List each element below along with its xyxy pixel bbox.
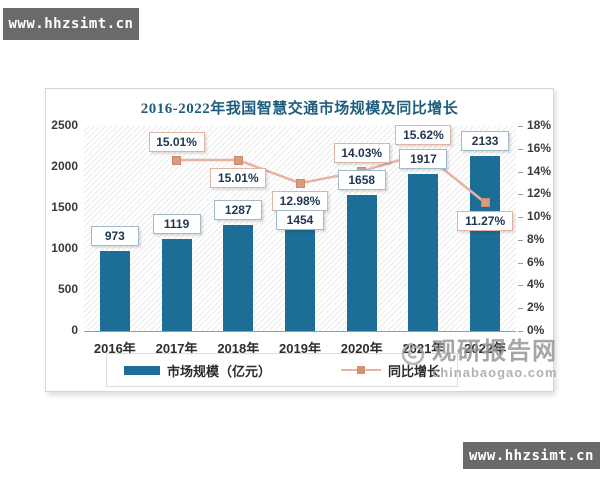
watermark-top-left-text: www.hhzsimt.cn bbox=[8, 16, 134, 32]
right-axis-tickmark-14 bbox=[518, 171, 523, 173]
bar-2016年 bbox=[99, 251, 130, 331]
bar-2022年 bbox=[470, 156, 501, 331]
right-axis-tick-14: 14% bbox=[527, 163, 552, 178]
left-axis-tick-1000: 1000 bbox=[51, 241, 78, 255]
plot-area: 15.01% 15.01% 12.98% 14.03% 15.62% 11.27% 973 1… bbox=[84, 125, 516, 332]
legend-item-growth: 同比增长 bbox=[341, 361, 440, 380]
right-axis-tick-16: 16% bbox=[527, 140, 552, 155]
right-axis-tick-6: 6% bbox=[527, 254, 545, 269]
growth-marker-2018年 bbox=[233, 155, 243, 165]
bar-2018年 bbox=[223, 225, 254, 331]
growth-marker-2022年 bbox=[480, 198, 490, 208]
line-series-swatch-icon bbox=[341, 365, 381, 375]
chart-title: 2016-2022年我国智慧交通市场规模及同比增长 bbox=[140, 101, 459, 117]
bar-value-label-2018年: 1287 bbox=[214, 200, 263, 221]
legend-label-growth: 同比增长 bbox=[388, 363, 441, 379]
growth-label-2017年: 15.01% bbox=[148, 132, 205, 153]
chart-card: 2016-2022年我国智慧交通市场规模及同比增长 15.01% 15.01% 12… bbox=[45, 88, 557, 392]
right-axis-tickmark-4 bbox=[518, 285, 523, 287]
left-axis-tick-2000: 2000 bbox=[51, 159, 78, 173]
growth-marker-2017年 bbox=[172, 155, 182, 165]
x-axis-label-2022年: 2022年 bbox=[464, 341, 507, 356]
right-axis-tickmark-16 bbox=[518, 148, 523, 150]
right-axis-tickmark-18 bbox=[518, 126, 523, 127]
right-axis-tickmark-10 bbox=[518, 217, 523, 219]
bar-value-label-2017年: 1119 bbox=[152, 214, 201, 235]
bar-value-label-2020年: 1658 bbox=[337, 170, 386, 191]
growth-label-2018年: 15.01% bbox=[210, 168, 267, 189]
right-axis-tick-10: 10% bbox=[527, 209, 552, 224]
bar-value-label-2019年: 1454 bbox=[276, 209, 324, 230]
growth-label-2020年: 14.03% bbox=[333, 143, 390, 164]
watermark-top-left: www.hhzsimt.cn bbox=[3, 8, 139, 40]
legend: 市场规模（亿元） 同比增长 bbox=[106, 353, 458, 387]
right-axis-tick-4: 4% bbox=[527, 277, 545, 292]
bar-value-label-2021年: 1917 bbox=[399, 148, 448, 169]
left-axis-tick-2500: 2500 bbox=[51, 118, 78, 132]
x-axis-label-2017年: 2017年 bbox=[155, 341, 198, 356]
right-axis-tickmark-2 bbox=[518, 308, 523, 310]
growth-marker-2019年 bbox=[295, 178, 305, 188]
growth-label-2021年: 15.62% bbox=[395, 125, 452, 146]
right-axis-tick-12: 12% bbox=[527, 186, 552, 201]
right-axis-tick-8: 8% bbox=[527, 231, 545, 246]
right-axis-tickmark-12 bbox=[518, 194, 523, 196]
bar-2019年 bbox=[285, 211, 315, 331]
bar-value-label-2022年: 2133 bbox=[461, 131, 510, 152]
right-axis-tick-2: 2% bbox=[527, 300, 545, 315]
bar-2017年 bbox=[161, 239, 192, 331]
left-axis-tick-500: 500 bbox=[57, 282, 78, 296]
bar-series-swatch-icon bbox=[123, 365, 160, 375]
bar-2021年 bbox=[408, 173, 439, 331]
watermark-bottom-right-text: www.hhzsimt.cn bbox=[468, 447, 594, 464]
watermark-bottom-right: www.hhzsimt.cn bbox=[463, 442, 600, 469]
left-axis-tick-1500: 1500 bbox=[51, 200, 78, 214]
right-axis-tickmark-8 bbox=[518, 239, 523, 241]
legend-label-market-size: 市场规模（亿元） bbox=[166, 363, 271, 379]
legend-item-market-size: 市场规模（亿元） bbox=[123, 361, 271, 380]
growth-label-2022年: 11.27% bbox=[457, 210, 514, 231]
right-axis-tick-0: 0% bbox=[527, 323, 545, 337]
x-axis-label-2019年: 2019年 bbox=[279, 341, 321, 356]
bar-value-label-2016年: 973 bbox=[90, 226, 139, 247]
x-axis-label-2020年: 2020年 bbox=[340, 341, 383, 356]
right-axis-tickmark-6 bbox=[518, 262, 523, 264]
right-axis-tickmark-0 bbox=[518, 331, 523, 332]
x-axis-label-2018年: 2018年 bbox=[217, 341, 260, 356]
right-axis-tick-18: 18% bbox=[527, 118, 552, 132]
left-axis-tick-0: 0 bbox=[71, 323, 78, 337]
x-axis-label-2016年: 2016年 bbox=[93, 341, 136, 356]
bar-2020年 bbox=[346, 195, 377, 331]
growth-label-2019年: 12.98% bbox=[272, 191, 328, 212]
